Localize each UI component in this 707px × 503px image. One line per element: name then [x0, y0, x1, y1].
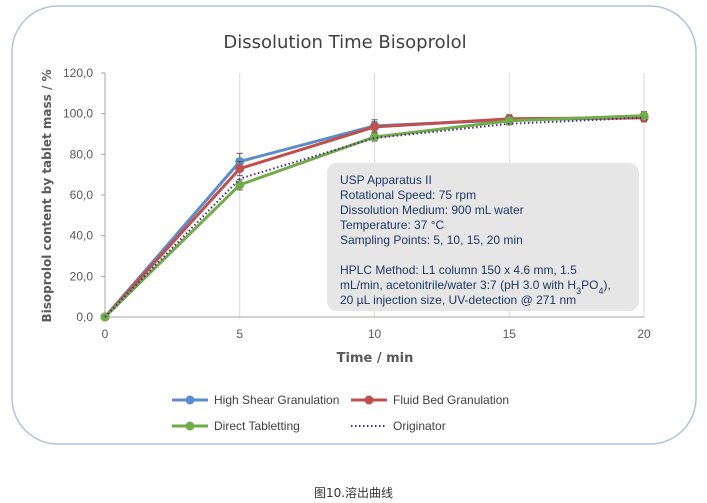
y-tick-label: 80,0	[70, 147, 94, 161]
x-axis-label: Time / min	[337, 351, 414, 366]
legend-marker-direct-tabletting	[185, 421, 195, 431]
annotation-line: Sampling Points: 5, 10, 15, 20 min	[340, 233, 523, 247]
legend: High Shear Granulation Fluid Bed Granulat…	[172, 393, 509, 433]
x-tick-label: 15	[503, 327, 517, 341]
annotation-line: Dissolution Medium: 900 mL water	[340, 203, 524, 217]
data-point-direct-tabletting	[370, 132, 379, 142]
legend-label-direct-tabletting: Direct Tabletting	[214, 419, 300, 433]
data-point-fluid-bed-granulation	[370, 122, 379, 132]
series-layer	[100, 111, 649, 322]
x-tick-label: 20	[637, 327, 651, 341]
annotation-line: 20 µL injection size, UV-detection @ 271…	[340, 293, 576, 307]
annotation-line: USP Apparatus II	[340, 173, 432, 187]
y-axis-label: Bisoprolol content by tablet mass / %	[40, 69, 54, 322]
data-point-fluid-bed-granulation	[235, 164, 245, 174]
legend-label-originator: Originator	[393, 419, 446, 433]
axes-layer: 0 5 10 15 20 0,0 20,0 40,0 60,0 80,0 100,0 120,0	[63, 66, 651, 341]
y-tick-label: 0,0	[76, 310, 93, 324]
data-point-direct-tabletting	[639, 111, 649, 121]
x-tick-label: 5	[236, 327, 243, 341]
legend-marker-high-shear-granulation	[185, 395, 195, 405]
chart-title: Dissolution Time Bisoprolol	[223, 32, 466, 53]
x-tick-label: 10	[368, 327, 382, 341]
legend-label-high-shear-granulation: High Shear Granulation	[214, 393, 339, 407]
legend-label-fluid-bed-granulation: Fluid Bed Granulation	[393, 393, 509, 407]
annotation-box	[327, 163, 639, 311]
figure-caption: 图10.溶出曲线	[313, 486, 394, 500]
annotation-line: Rotational Speed: 75 rpm	[340, 188, 476, 202]
x-tick-label: 0	[102, 327, 109, 341]
y-tick-label: 40,0	[70, 229, 94, 243]
y-tick-label: 120,0	[63, 66, 93, 80]
annotation-line: Temperature: 37 °C	[340, 218, 445, 232]
y-tick-label: 100,0	[63, 107, 93, 121]
data-point-direct-tabletting	[504, 116, 514, 126]
data-point-direct-tabletting	[235, 180, 245, 190]
y-tick-label: 20,0	[70, 269, 94, 283]
legend-marker-fluid-bed-granulation	[364, 395, 374, 405]
annotation-line: mL/min, acetonitrile/water 3:7 (pH 3.0 w…	[340, 278, 611, 296]
series-line-originator	[104, 116, 645, 318]
annotation-line: HPLC Method: L1 column 150 x 4.6 mm, 1.5	[340, 263, 577, 277]
y-tick-label: 60,0	[70, 188, 94, 202]
